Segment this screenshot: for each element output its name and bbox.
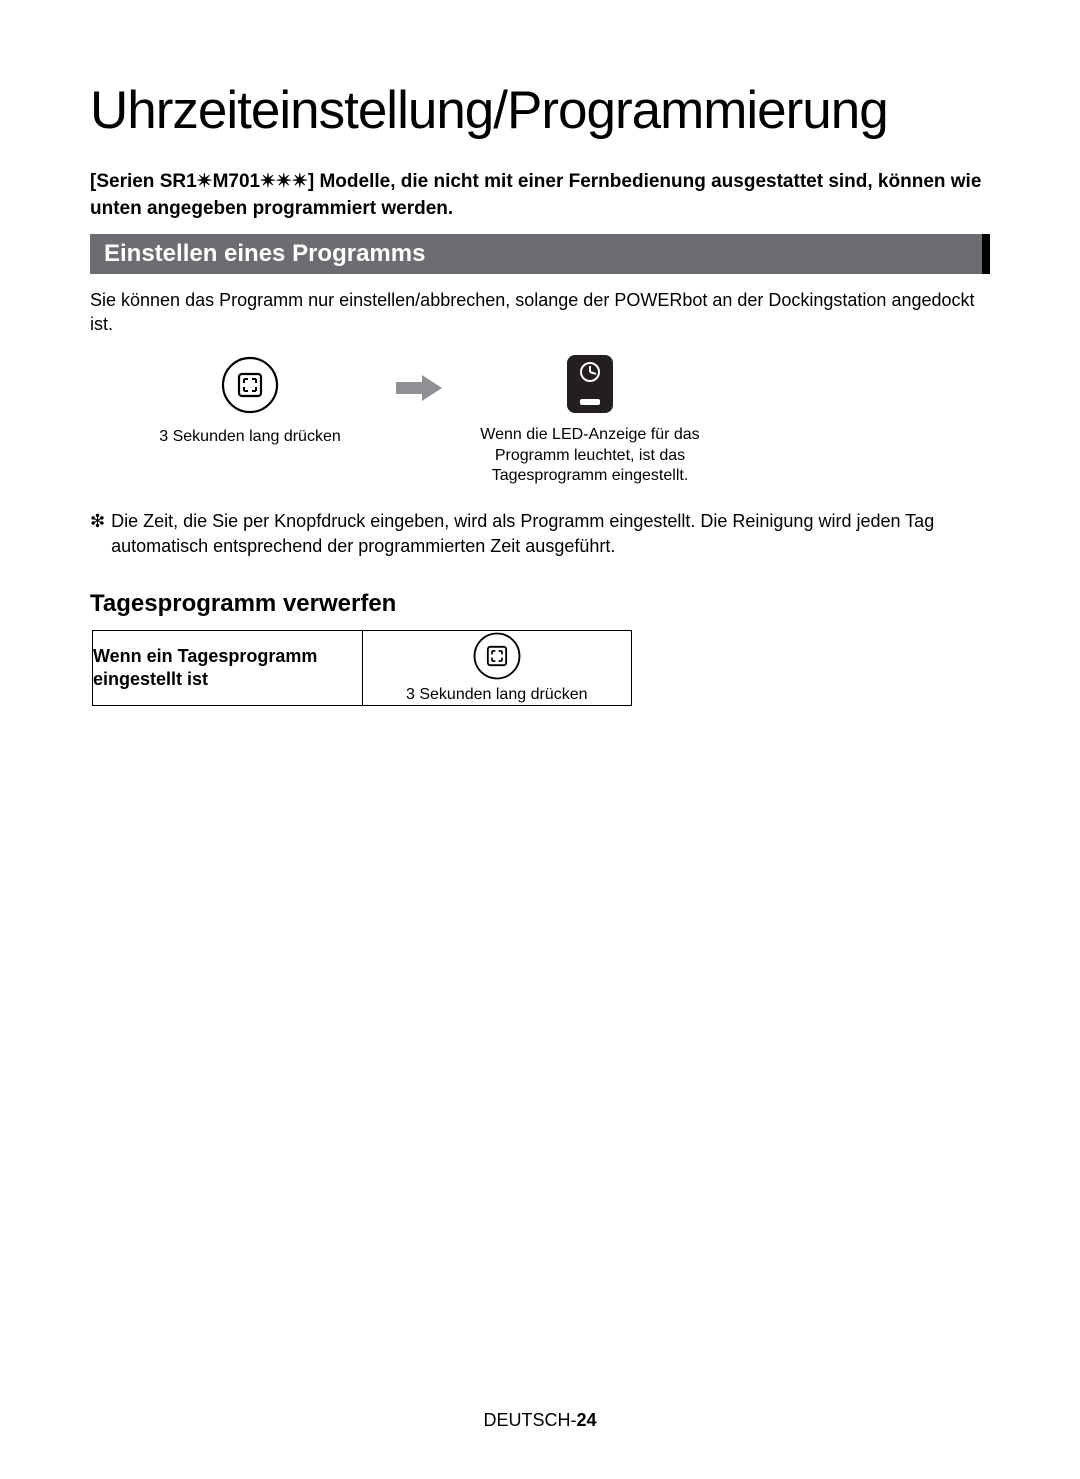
- cancel-action-cell: 3 Sekunden lang drücken: [362, 630, 632, 706]
- section-body-text: Sie können das Programm nur einstellen/a…: [90, 288, 990, 337]
- program-indicator-icon: [567, 355, 613, 413]
- section-heading-bar: Einstellen eines Programms: [90, 234, 990, 274]
- cancel-condition-cell: Wenn ein Tagesprogramm eingestellt ist: [93, 630, 363, 706]
- note-row: ❇ Die Zeit, die Sie per Knopfdruck einge…: [90, 509, 990, 559]
- indicator-caption: Wenn die LED-Anzeige für das Programm le…: [470, 425, 710, 487]
- note-bullet-icon: ❇: [90, 509, 105, 534]
- cancel-press-caption: 3 Sekunden lang drücken: [363, 685, 632, 706]
- diagram-arrow-col: [370, 355, 470, 403]
- button-press-caption: 3 Sekunden lang drücken: [159, 427, 340, 448]
- intro-text: [Serien SR1✴M701✴✴✴] Modelle, die nicht …: [90, 169, 990, 222]
- button-circle-icon: [472, 631, 522, 681]
- page-title: Uhrzeiteinstellung/Programmierung: [90, 80, 990, 141]
- note-text: Die Zeit, die Sie per Knopfdruck eingebe…: [111, 509, 990, 559]
- footer-page-number: 24: [576, 1410, 596, 1430]
- cancel-table: Wenn ein Tagesprogramm eingestellt ist 3…: [92, 630, 632, 707]
- arrow-right-icon: [396, 373, 444, 403]
- diagram-button-col: 3 Sekunden lang drücken: [130, 355, 370, 448]
- diagram-indicator-col: Wenn die LED-Anzeige für das Programm le…: [470, 355, 710, 487]
- cancel-heading: Tagesprogramm verwerfen: [90, 590, 990, 618]
- set-program-diagram: 3 Sekunden lang drücken Wenn die LED-Anz…: [90, 355, 990, 487]
- footer-lang: DEUTSCH-: [483, 1410, 576, 1430]
- page-footer: DEUTSCH-24: [0, 1410, 1080, 1431]
- button-circle-icon: [220, 355, 280, 415]
